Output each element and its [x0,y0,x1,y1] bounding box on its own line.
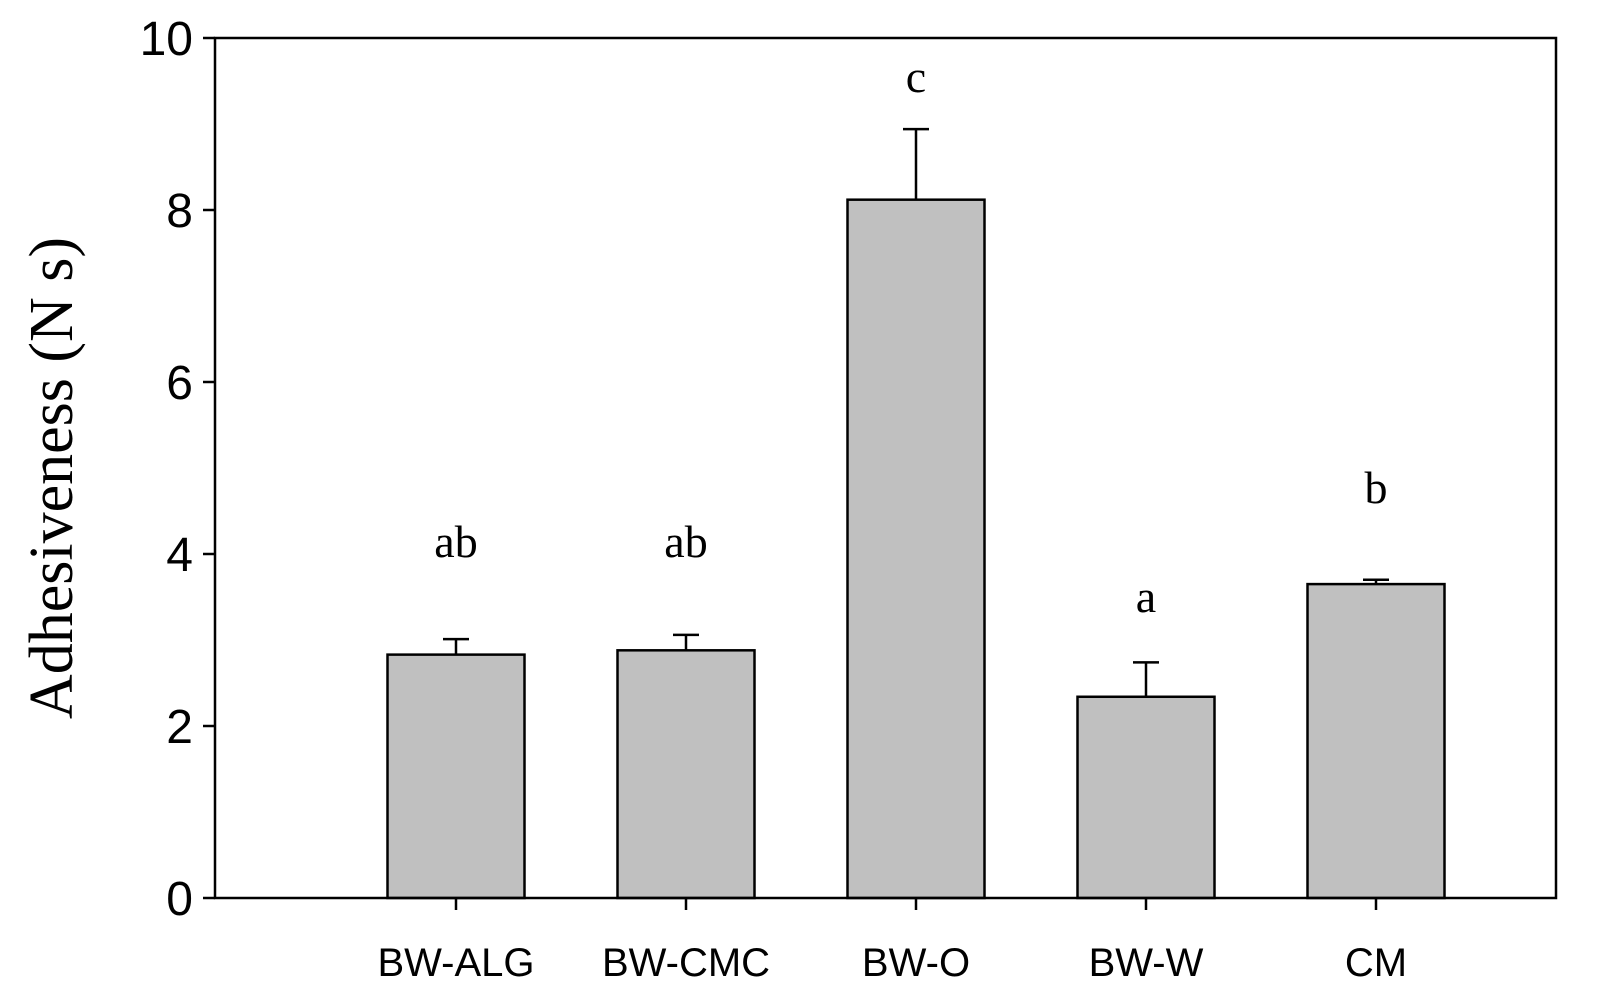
significance-label-bw-o: c [906,51,926,102]
x-tick-label-bw-o: BW-O [862,941,970,985]
y-ticks-layer: 0 2 4 6 8 10 [140,13,215,926]
y-tick-label: 0 [166,873,193,926]
bar-bw-o [846,198,986,900]
y-tick-label: 10 [140,13,193,66]
error-bar-bw-w [1133,661,1159,697]
bar-bw-cmc [616,649,756,900]
y-tick-label: 4 [166,529,193,582]
significance-label-bw-alg: ab [434,516,477,567]
significance-label-bw-cmc: ab [664,516,707,567]
error-bar-bw-o [903,127,929,200]
y-tick-label: 6 [166,357,193,410]
axes-layer [213,36,1558,900]
x-tick-label-bw-w: BW-W [1089,941,1204,985]
significance-label-bw-w: a [1136,571,1156,622]
x-tick-label-bw-cmc: BW-CMC [602,941,770,985]
x-tick-label-bw-alg: BW-ALG [377,941,534,985]
significance-label-cm: b [1365,462,1388,513]
bar-cm [1306,582,1446,900]
error-bar-cm [1363,578,1389,585]
error-bar-bw-alg [443,637,469,655]
y-tick-label: 2 [166,701,193,754]
bars-layer [386,198,1446,900]
error-bar-bw-cmc [673,633,699,651]
x-ticks-layer: BW-ALG BW-CMC BW-O BW-W CM [377,898,1407,985]
error-bars-layer [443,127,1389,697]
y-tick-label: 8 [166,185,193,238]
y-axis-title: Adhesiveness (N s) [18,237,86,719]
bar-bw-alg [386,653,526,900]
plot-frame [213,36,1558,900]
bar-bw-w [1076,695,1216,900]
x-tick-label-cm: CM [1345,941,1407,985]
